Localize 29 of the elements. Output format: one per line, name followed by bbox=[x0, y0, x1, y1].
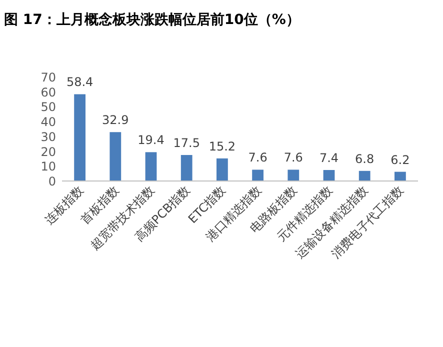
data-label: 7.6 bbox=[284, 150, 303, 165]
bar bbox=[358, 170, 370, 181]
bar bbox=[180, 155, 192, 181]
y-tick-label: 70 bbox=[40, 70, 56, 84]
bar bbox=[110, 132, 122, 181]
y-tick-label: 10 bbox=[40, 160, 56, 174]
data-label: 17.5 bbox=[173, 136, 200, 150]
data-label: 6.8 bbox=[355, 152, 374, 166]
data-label: 7.6 bbox=[248, 150, 268, 165]
bar bbox=[74, 94, 86, 181]
data-label: 58.4 bbox=[66, 75, 94, 90]
bar bbox=[216, 158, 228, 181]
y-tick-label: 60 bbox=[40, 85, 56, 100]
data-label: 32.9 bbox=[102, 113, 129, 128]
bar bbox=[394, 172, 406, 181]
data-label: 7.4 bbox=[319, 151, 339, 166]
bar bbox=[252, 170, 264, 181]
data-label: 6.2 bbox=[390, 152, 410, 167]
y-tick-label: 30 bbox=[40, 130, 56, 144]
data-label: 19.4 bbox=[138, 133, 164, 148]
y-tick-label: 50 bbox=[40, 100, 56, 114]
bar bbox=[145, 152, 157, 181]
bar bbox=[288, 170, 300, 181]
y-tick-label: 40 bbox=[40, 115, 56, 130]
bar bbox=[323, 170, 335, 181]
chart-title: 图 17：上月概念板块涨跌幅位居前10位（%） bbox=[4, 12, 300, 28]
data-label: 15.2 bbox=[208, 139, 236, 154]
y-tick-label: 0 bbox=[48, 174, 56, 188]
y-tick-label: 20 bbox=[40, 144, 56, 159]
